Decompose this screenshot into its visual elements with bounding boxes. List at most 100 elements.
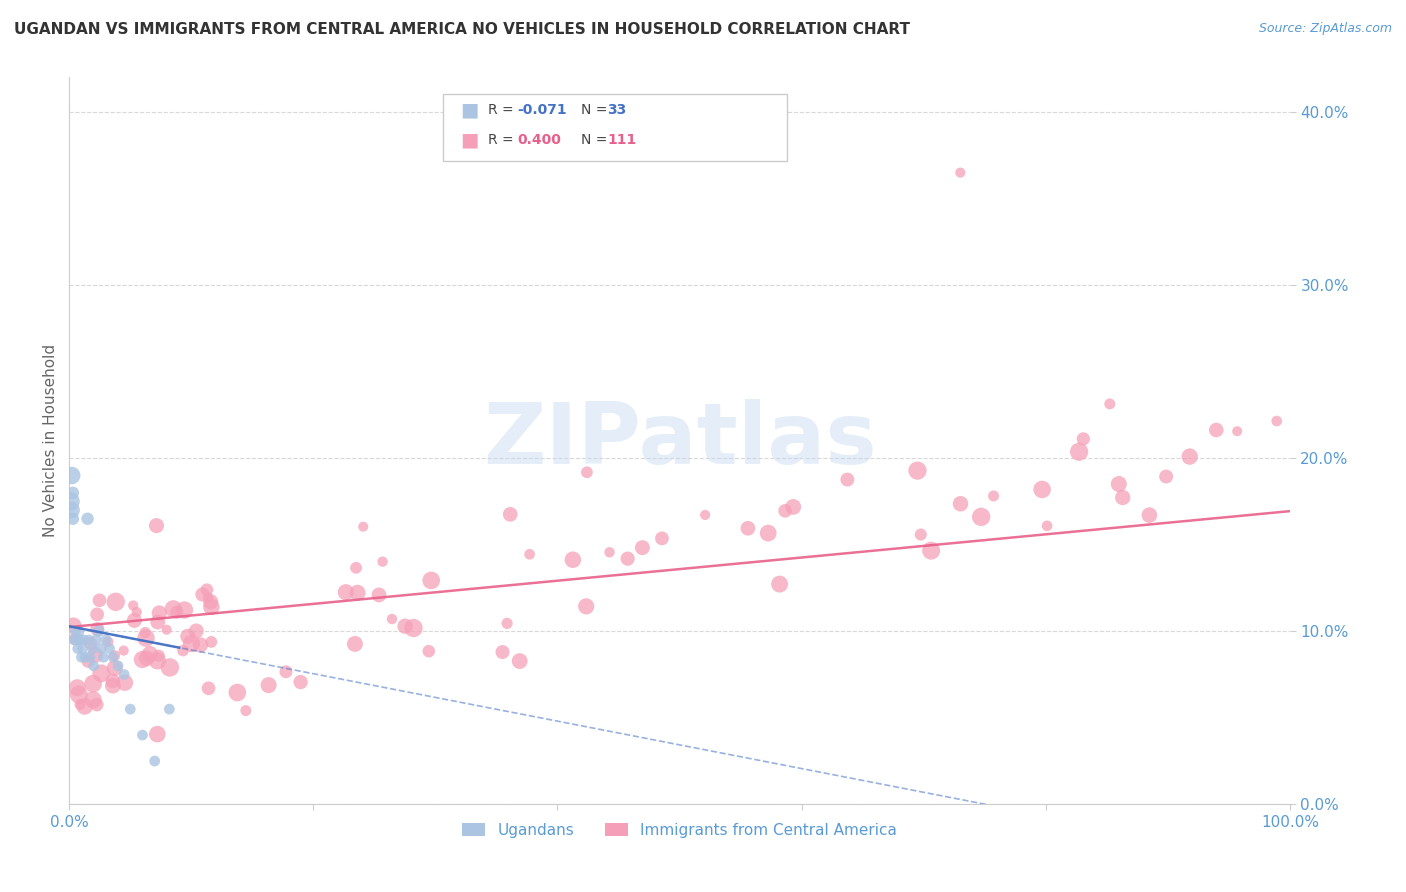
- Text: -0.071: -0.071: [517, 103, 567, 117]
- Point: [1112, 491, 1135, 505]
- Point: [86, 698, 108, 712]
- Point: [104, 648, 127, 663]
- Point: [101, 679, 124, 693]
- Point: [191, 587, 214, 601]
- Point: [62, 485, 84, 500]
- Point: [695, 508, 717, 522]
- Point: [83, 658, 105, 673]
- Point: [782, 500, 804, 514]
- Point: [166, 605, 188, 619]
- Point: [274, 665, 297, 679]
- Point: [394, 619, 416, 633]
- Text: 33: 33: [607, 103, 627, 117]
- Point: [73, 632, 96, 647]
- Point: [186, 624, 208, 638]
- Point: [172, 643, 194, 657]
- Point: [60, 503, 83, 517]
- Point: [200, 635, 222, 649]
- Point: [983, 489, 1005, 503]
- Text: 111: 111: [607, 133, 637, 147]
- Point: [335, 585, 357, 599]
- Point: [509, 654, 531, 668]
- Point: [519, 547, 541, 561]
- Point: [62, 512, 84, 526]
- Point: [94, 632, 117, 647]
- Point: [949, 497, 972, 511]
- Point: [575, 465, 598, 479]
- Y-axis label: No Vehicles in Household: No Vehicles in Household: [44, 344, 58, 538]
- Point: [131, 652, 153, 666]
- Point: [418, 644, 440, 658]
- Point: [949, 166, 972, 180]
- Point: [65, 624, 87, 639]
- Point: [907, 464, 929, 478]
- Point: [148, 648, 170, 663]
- Point: [148, 606, 170, 620]
- Point: [970, 509, 993, 524]
- Point: [290, 675, 312, 690]
- Point: [159, 660, 181, 674]
- Point: [420, 574, 443, 588]
- Point: [344, 561, 367, 575]
- Point: [59, 494, 82, 508]
- Point: [63, 632, 86, 647]
- Point: [343, 637, 366, 651]
- Point: [77, 632, 100, 647]
- Point: [67, 624, 90, 639]
- Point: [73, 699, 96, 714]
- Point: [402, 621, 425, 635]
- Point: [145, 518, 167, 533]
- Point: [131, 728, 153, 742]
- Point: [84, 648, 107, 662]
- Point: [67, 688, 90, 702]
- Point: [575, 599, 598, 614]
- Point: [1071, 432, 1094, 446]
- Point: [157, 702, 180, 716]
- Point: [837, 473, 859, 487]
- Point: [491, 645, 513, 659]
- Point: [1108, 477, 1130, 491]
- Point: [381, 612, 404, 626]
- Point: [65, 632, 87, 647]
- Point: [70, 650, 93, 665]
- Point: [80, 636, 103, 650]
- Point: [107, 658, 129, 673]
- Point: [769, 577, 792, 591]
- Point: [197, 591, 219, 605]
- Point: [122, 599, 145, 613]
- Point: [1178, 450, 1201, 464]
- Point: [371, 555, 394, 569]
- Point: [1036, 519, 1059, 533]
- Point: [93, 650, 115, 665]
- Text: ■: ■: [460, 100, 478, 120]
- Point: [737, 521, 759, 535]
- Point: [134, 625, 156, 640]
- Point: [87, 624, 110, 639]
- Point: [120, 702, 142, 716]
- Point: [146, 654, 169, 668]
- Point: [90, 666, 112, 681]
- Point: [173, 603, 195, 617]
- Point: [910, 527, 932, 541]
- Point: [346, 586, 368, 600]
- Point: [77, 654, 100, 668]
- Point: [104, 661, 127, 675]
- Point: [104, 595, 127, 609]
- Point: [651, 532, 673, 546]
- Point: [773, 504, 796, 518]
- Point: [66, 641, 89, 656]
- Point: [62, 618, 84, 632]
- Point: [257, 678, 280, 692]
- Point: [69, 632, 91, 647]
- Point: [146, 615, 169, 629]
- Point: [143, 754, 166, 768]
- Legend: Ugandans, Immigrants from Central America: Ugandans, Immigrants from Central Americ…: [456, 817, 903, 844]
- Point: [180, 637, 202, 651]
- Point: [195, 582, 218, 597]
- Point: [114, 675, 136, 690]
- Point: [125, 605, 148, 619]
- Text: N =: N =: [581, 103, 612, 117]
- Text: UGANDAN VS IMMIGRANTS FROM CENTRAL AMERICA NO VEHICLES IN HOUSEHOLD CORRELATION : UGANDAN VS IMMIGRANTS FROM CENTRAL AMERI…: [14, 22, 910, 37]
- Point: [97, 634, 120, 648]
- Point: [156, 623, 179, 637]
